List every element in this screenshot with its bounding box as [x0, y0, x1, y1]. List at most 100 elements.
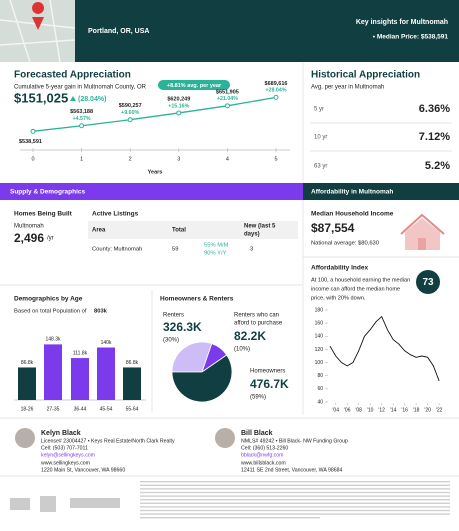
gain: $151,025 — [14, 90, 68, 105]
subtitle: Avg. per year in Multnomah — [311, 85, 384, 91]
legend-value: 82.2K — [234, 329, 266, 343]
agent-license: License# 23004427 • Keys Real Estate/Nor… — [41, 438, 175, 444]
value-label: $538,591 — [19, 139, 42, 145]
category-label: 45-54 — [100, 406, 113, 412]
disclaimer-line — [140, 491, 450, 494]
x-tick-label: 2 — [129, 156, 132, 162]
agent-address: 1220 Main St, Vancouver, WA 98660 — [41, 467, 125, 473]
x-tick-label: '04 — [332, 407, 339, 413]
y-tick-label: 120 — [315, 347, 324, 353]
point — [273, 94, 279, 100]
y-tick-label: 100 — [315, 360, 324, 366]
table-header: New (last 5 — [244, 224, 276, 230]
rate: 5.2% — [425, 160, 450, 172]
x-tick-label: 4 — [226, 156, 229, 162]
block-title: Active Listings — [92, 211, 139, 218]
rate: 7.12% — [419, 131, 450, 143]
median-price: • Median Price: $538,591 — [373, 34, 449, 41]
change-label: +21.04% — [217, 96, 238, 102]
legend-share: (30%) — [163, 338, 179, 344]
block-title: Homeowners & Renters — [160, 296, 234, 303]
change-label: +15.16% — [168, 103, 189, 109]
population: 803k — [94, 309, 108, 315]
house-roof — [400, 213, 445, 235]
change-label: +4.57% — [73, 116, 91, 122]
agent-web: www.sellingkeys.com — [41, 460, 90, 466]
map-road — [9, 0, 31, 63]
disclaimer-line — [140, 484, 450, 486]
point — [79, 123, 85, 129]
legend-share: (10%) — [234, 347, 250, 353]
header-band — [75, 0, 459, 62]
unit: /yr — [47, 236, 54, 242]
disclaimer-line — [140, 499, 450, 501]
cell: 55% M/M — [204, 243, 229, 249]
afford-bar — [303, 183, 459, 200]
section-title: Forecasted Appreciation — [14, 70, 131, 81]
subtitle: Based on total Population of — [14, 309, 87, 315]
category-label: 55-64 — [126, 406, 139, 412]
income-value: $87,554 — [311, 221, 355, 235]
y-tick-label: 40 — [317, 399, 323, 405]
x-tick-label: '14 — [390, 407, 397, 413]
agent-email: bblack@nwfg.com — [241, 452, 283, 458]
x-tick-label: 1 — [80, 156, 83, 162]
agent-address: 12411 SE 2nd Street, Vancouver, WA 98684 — [241, 467, 343, 473]
legend-name: afford to purchase — [234, 321, 283, 327]
block-title: Homes Being Built — [14, 211, 73, 218]
disclaimer-line — [140, 502, 450, 504]
homes-value: 2,496 — [14, 231, 44, 245]
point — [30, 128, 36, 134]
index-text: income can afford the median home — [311, 286, 400, 292]
block-title: Median Household Income — [311, 211, 394, 218]
table-head — [88, 221, 298, 239]
cell: 59 — [172, 247, 178, 253]
table-header: Area — [92, 228, 106, 234]
agent-web: www.billsblack.com — [241, 460, 286, 466]
agent-license: NMLS# 49242 • Bill Black- NW Funding Gro… — [241, 438, 348, 444]
y-tick-label: 140 — [315, 334, 324, 340]
subtitle: Cumulative 5-year gain in Multnomah Coun… — [14, 85, 147, 91]
supply-bar — [0, 183, 303, 200]
house-icon — [405, 218, 440, 250]
agent-cell: Cell: (360) 513-2260 — [241, 445, 288, 451]
index-text: At 100, a household earning the median — [311, 277, 410, 283]
disclaimer-line — [140, 506, 450, 508]
y-tick-label: 160 — [315, 320, 324, 326]
index-badge — [416, 270, 440, 294]
axis-label: Years — [148, 169, 163, 175]
point — [127, 117, 133, 123]
affordability-line — [329, 315, 440, 382]
legend-name: Homeowners — [250, 369, 285, 375]
disclaimer-line — [140, 509, 450, 512]
cell: County: Multnomah — [92, 247, 142, 253]
y-tick-label: 60 — [317, 386, 323, 392]
bar — [18, 367, 36, 400]
up-arrow — [70, 96, 76, 101]
disclaimer-line — [140, 481, 450, 483]
logo — [40, 496, 56, 512]
x-tick-label: '06 — [344, 407, 351, 413]
value-label: $620,249 — [167, 96, 190, 102]
block-title: Affordability Index — [311, 265, 368, 272]
house-door — [418, 238, 426, 250]
badge-text: +8.81% avg. per year — [167, 83, 222, 89]
category-label: 27-35 — [47, 406, 60, 412]
x-tick-label: 5 — [274, 156, 277, 162]
y-tick-label: 80 — [317, 373, 323, 379]
legend-value: 326.3K — [163, 320, 202, 334]
agent-photo — [215, 428, 235, 448]
pie-slice — [171, 341, 213, 373]
point — [176, 110, 182, 116]
logo — [10, 498, 30, 510]
block-title: Demographics by Age — [14, 296, 83, 303]
legend-share: (59%) — [250, 395, 266, 401]
period: 63 yr — [314, 164, 327, 170]
value-label: 86.8k — [126, 360, 139, 366]
map-road — [0, 39, 76, 46]
category-label: 36-44 — [74, 406, 87, 412]
rate: 6.36% — [419, 103, 450, 115]
bar — [71, 358, 89, 400]
x-tick-label: 3 — [177, 156, 180, 162]
